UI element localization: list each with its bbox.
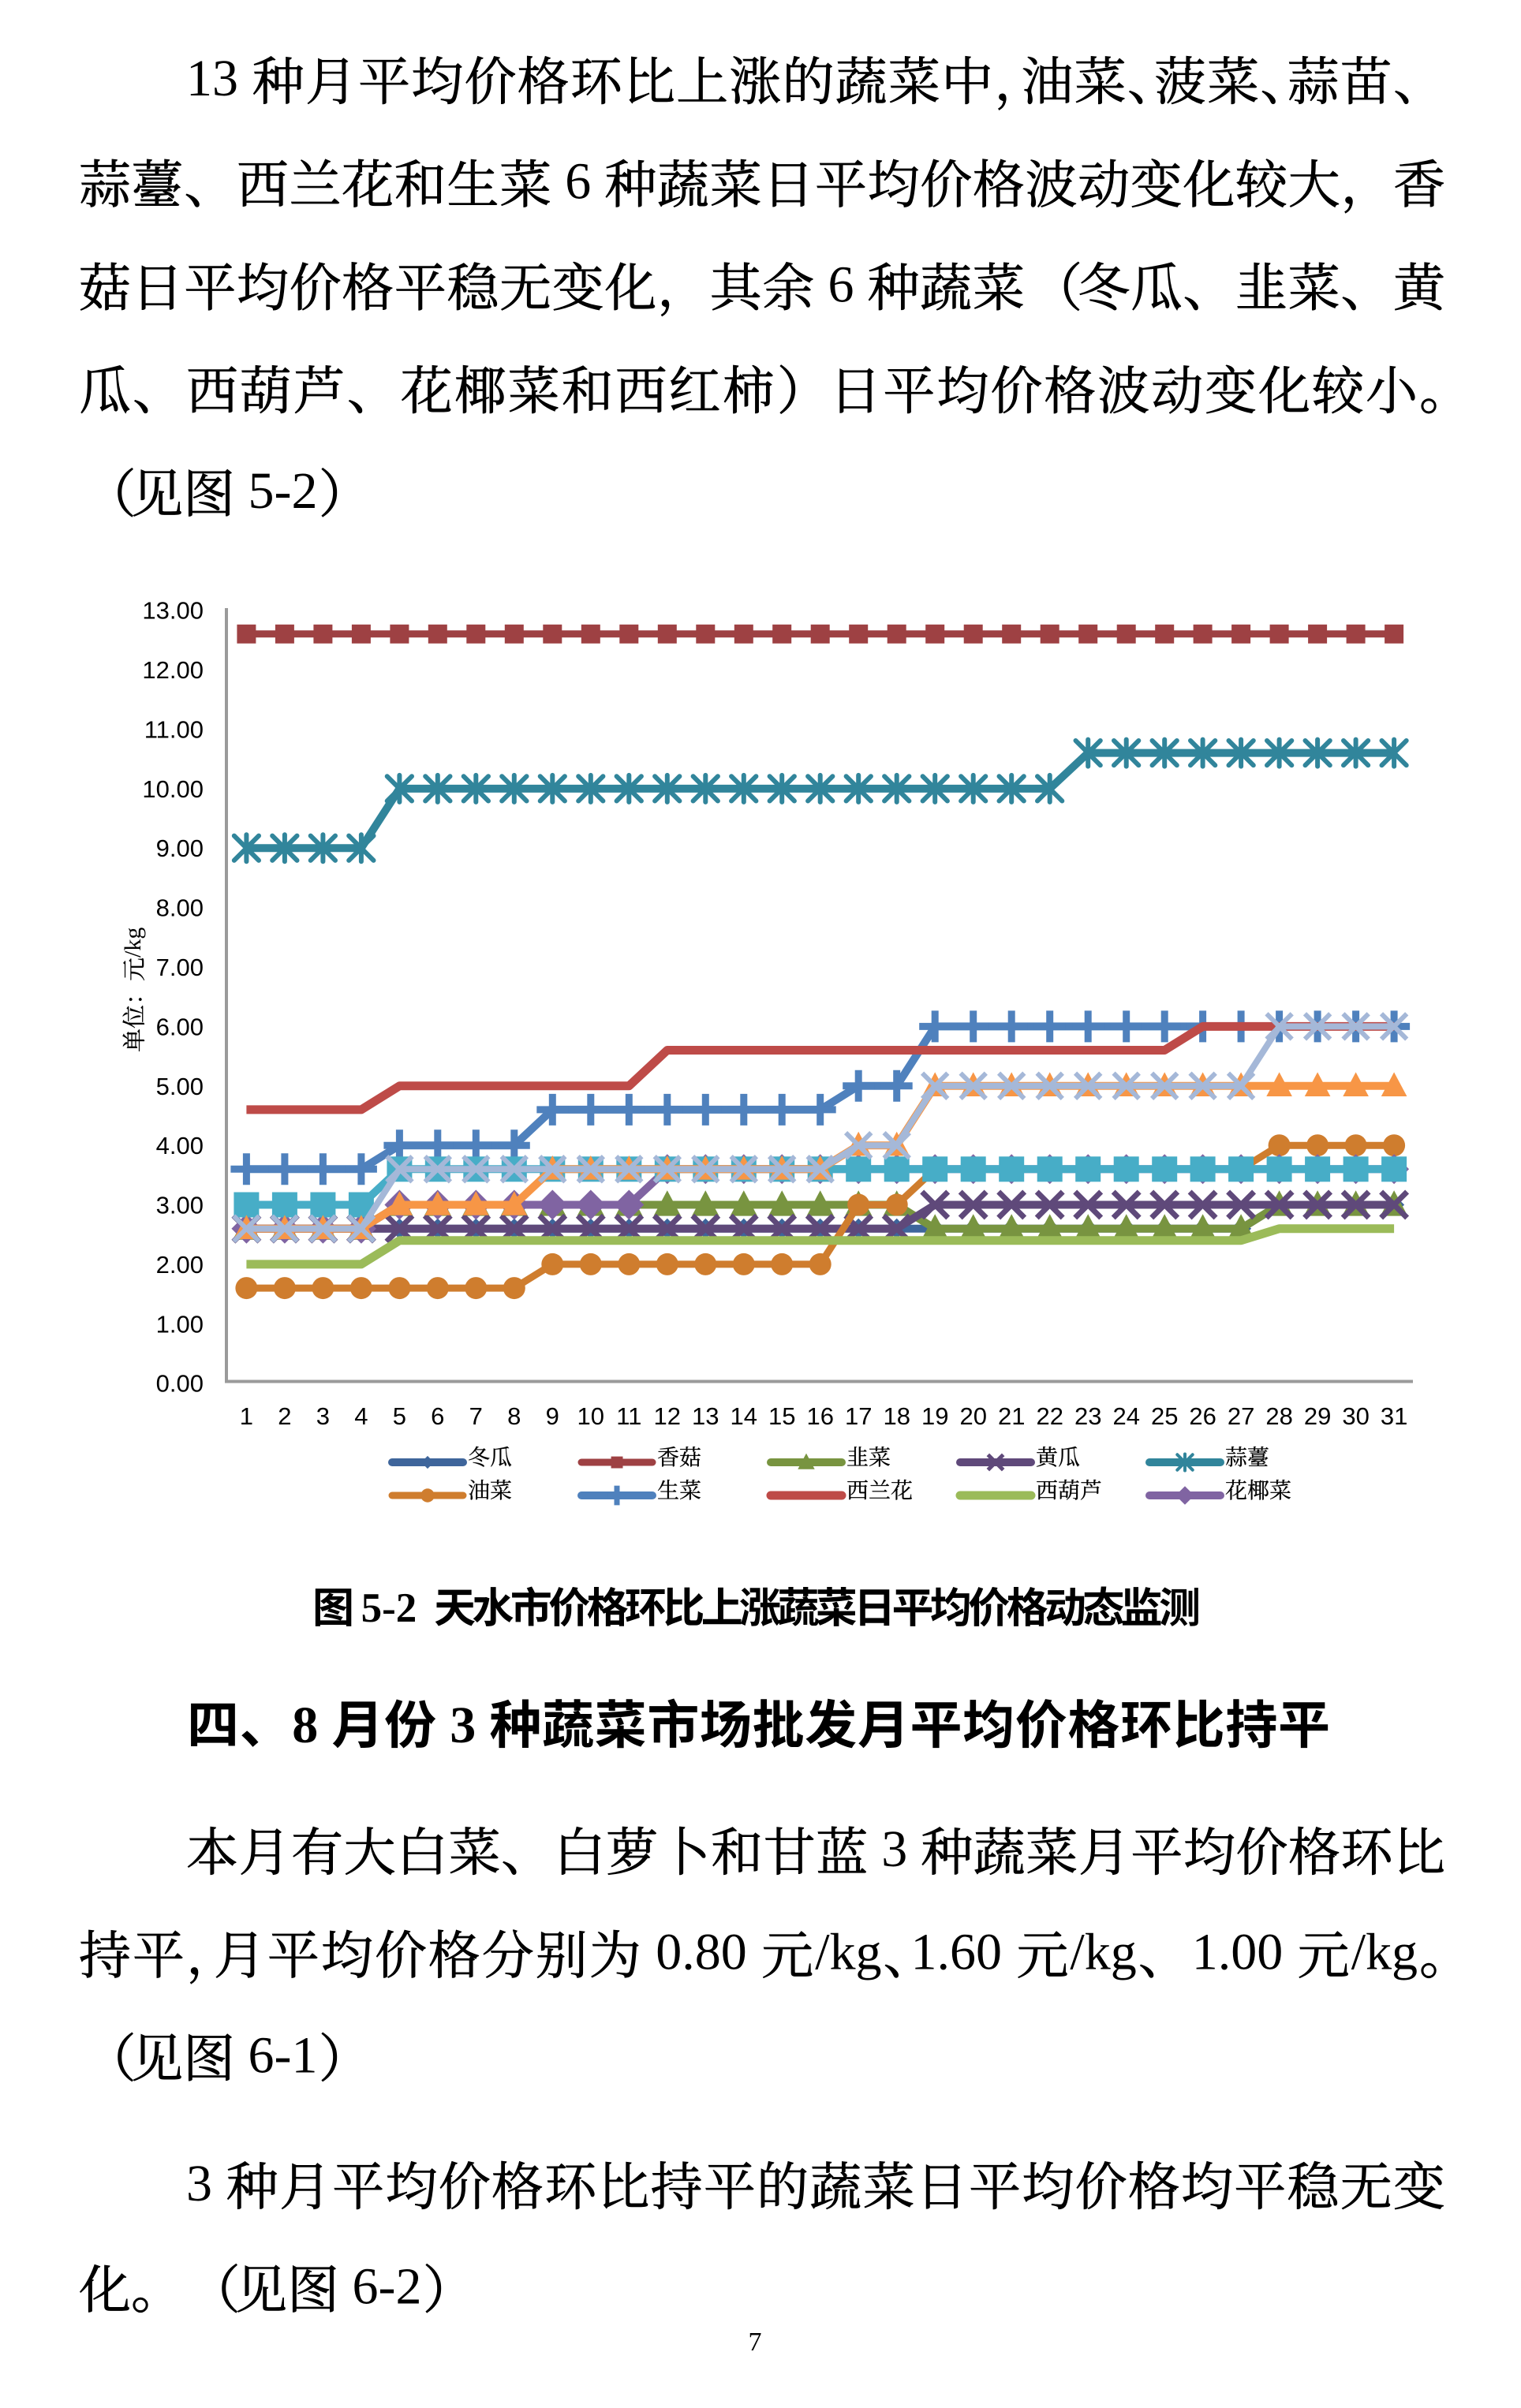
svg-text:6-2: 6-2 (339, 2258, 421, 2316)
svg-text:/kg: /kg (815, 1924, 881, 1981)
svg-text:5-2: 5-2 (235, 462, 317, 520)
svg-text:14: 14 (731, 1402, 757, 1430)
svg-text:6-1: 6-1 (235, 2026, 317, 2084)
svg-text:6: 6 (815, 256, 867, 313)
svg-text:/kg: /kg (1070, 1924, 1136, 1981)
svg-text:19: 19 (921, 1402, 948, 1430)
svg-text:8: 8 (507, 1402, 521, 1430)
svg-text:8: 8 (292, 1697, 331, 1754)
svg-text:6: 6 (431, 1402, 444, 1430)
svg-text:20: 20 (959, 1402, 986, 1430)
svg-text:23: 23 (1074, 1402, 1101, 1430)
svg-text:3: 3 (869, 1820, 921, 1878)
svg-text:7: 7 (749, 2328, 762, 2357)
svg-text:1.00: 1.00 (156, 1310, 204, 1338)
svg-text:1.60: 1.60 (911, 1924, 1015, 1981)
svg-text:11.00: 11.00 (144, 716, 204, 744)
svg-text:10: 10 (577, 1402, 604, 1430)
svg-text:15: 15 (768, 1402, 795, 1430)
svg-text:12: 12 (654, 1402, 681, 1430)
svg-text:22: 22 (1036, 1402, 1063, 1430)
svg-text:3: 3 (437, 1697, 489, 1754)
svg-text:4.00: 4.00 (156, 1132, 204, 1159)
svg-text:25: 25 (1151, 1402, 1178, 1430)
svg-text:6.00: 6.00 (156, 1013, 204, 1040)
svg-text:13: 13 (186, 50, 252, 107)
svg-text:24: 24 (1112, 1402, 1139, 1430)
svg-text:2: 2 (278, 1402, 291, 1430)
svg-text:6: 6 (552, 153, 604, 211)
svg-text:7.00: 7.00 (156, 954, 204, 981)
svg-text:5: 5 (393, 1402, 406, 1430)
svg-text:1: 1 (240, 1402, 253, 1430)
svg-text:4: 4 (354, 1402, 368, 1430)
svg-text:7: 7 (469, 1402, 483, 1430)
svg-text:0.80: 0.80 (643, 1924, 760, 1981)
svg-text:9: 9 (546, 1402, 559, 1430)
svg-text:21: 21 (998, 1402, 1025, 1430)
svg-text:18: 18 (883, 1402, 910, 1430)
svg-text:5-2: 5-2 (350, 1585, 437, 1631)
svg-text:11: 11 (616, 1402, 641, 1430)
svg-text:9.00: 9.00 (156, 834, 204, 862)
svg-text:8.00: 8.00 (156, 894, 204, 922)
svg-text:13.00: 13.00 (142, 597, 204, 625)
svg-text:12.00: 12.00 (142, 656, 204, 684)
svg-text:31: 31 (1381, 1402, 1407, 1430)
svg-text:16: 16 (806, 1402, 833, 1430)
svg-text:10.00: 10.00 (142, 775, 204, 803)
svg-text:2.00: 2.00 (156, 1251, 204, 1279)
svg-text:3: 3 (186, 2155, 226, 2212)
svg-text:5.00: 5.00 (156, 1073, 204, 1100)
svg-text:28: 28 (1265, 1402, 1292, 1430)
svg-text:30: 30 (1342, 1402, 1369, 1430)
svg-text:13: 13 (692, 1402, 719, 1430)
svg-text:/kg: /kg (120, 928, 146, 958)
svg-text:17: 17 (845, 1402, 872, 1430)
svg-text:29: 29 (1304, 1402, 1331, 1430)
svg-text:0.00: 0.00 (156, 1370, 204, 1398)
svg-text:3.00: 3.00 (156, 1192, 204, 1219)
svg-text:/kg: /kg (1351, 1924, 1418, 1981)
svg-text:26: 26 (1189, 1402, 1216, 1430)
svg-text:27: 27 (1228, 1402, 1254, 1430)
svg-text:3: 3 (316, 1402, 330, 1430)
svg-text:1.00: 1.00 (1192, 1924, 1296, 1981)
